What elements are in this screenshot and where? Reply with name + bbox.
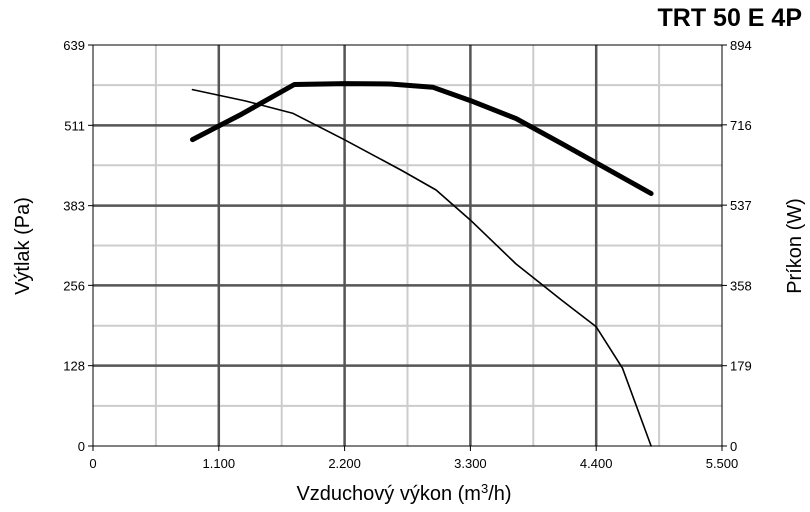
left-tick-label: 0 — [78, 439, 85, 454]
major-gridlines — [93, 45, 722, 446]
left-tick-label: 128 — [63, 359, 85, 374]
left-tick-label: 511 — [64, 118, 85, 133]
chart-title: TRT 50 E 4P — [658, 4, 803, 32]
plot-frame — [92, 44, 723, 447]
right-tick-label: 894 — [730, 38, 752, 53]
left-tick-label: 639 — [63, 38, 85, 53]
x-tick-label: 2.200 — [328, 456, 361, 471]
left-tick-label: 256 — [63, 278, 85, 293]
minor-gridlines — [93, 45, 722, 446]
right-tick-label: 0 — [730, 439, 737, 454]
left-tick-label: 383 — [63, 199, 85, 214]
series-layer — [190, 81, 654, 447]
pressure-curve — [191, 88, 652, 447]
right-tick-label: 537 — [730, 198, 752, 213]
x-tick-label: 5.500 — [706, 456, 739, 471]
right-axis-title: Príkon (W) — [784, 198, 806, 294]
x-axis-ticks: 0 1.100 2.200 3.300 4.400 5.500 — [89, 446, 738, 471]
right-tick-label: 716 — [730, 118, 752, 133]
right-tick-label: 358 — [730, 278, 752, 293]
x-tick-label: 0 — [89, 456, 96, 471]
x-axis-title: Vzduchový výkon (m3/h) — [296, 481, 511, 505]
right-axis-ticks: 0 179 358 537 716 894 — [722, 38, 752, 454]
x-tick-label: 1.100 — [203, 456, 236, 471]
x-tick-label: 3.300 — [454, 456, 487, 471]
left-axis-ticks: 0 128 256 383 511 639 — [63, 38, 93, 454]
x-tick-label: 4.400 — [580, 456, 613, 471]
power-curve — [190, 81, 654, 196]
right-tick-label: 179 — [730, 359, 752, 374]
left-axis-title: Výtlak (Pa) — [12, 197, 34, 295]
